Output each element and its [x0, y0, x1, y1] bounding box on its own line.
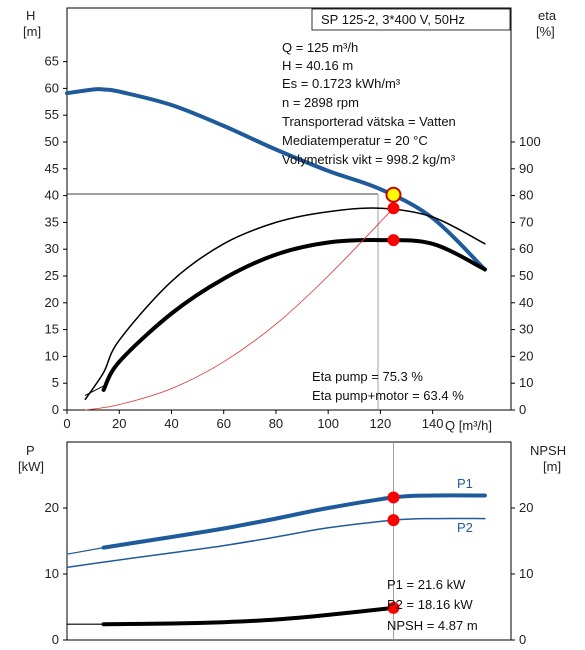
y-right-tick-label: 10 [519, 375, 533, 390]
info-temperature: Mediatemperatur = 20 °C [282, 133, 428, 148]
info-eta-pump: Eta pump = 75.3 % [312, 369, 423, 384]
bottom-axis-ticks: 0 10 20 0 10 20 [45, 442, 533, 647]
y-axis-label-eta: eta [538, 8, 557, 23]
y-axis-unit-power: [kW] [18, 459, 44, 474]
x-axis-label-q: Q [m³/h] [445, 418, 492, 433]
y-axis-unit-npsh: [m] [543, 459, 561, 474]
title-box [311, 8, 511, 31]
x-tick-label: 120 [370, 416, 392, 431]
power-tick-label: 0 [52, 632, 59, 647]
operating-point-marker [387, 202, 400, 215]
y-axis-label-head: H [26, 8, 35, 23]
y-right-tick-label: 0 [519, 402, 526, 417]
operating-point-marker [387, 601, 400, 614]
y-right-tick-label: 90 [519, 161, 533, 176]
top-series-group [65, 87, 487, 411]
head-efficiency-panel: SP 125-2, 3*400 V, 50Hz H [m] eta [%] Q … [23, 7, 557, 433]
x-tick-label: 20 [112, 416, 126, 431]
y-axis-unit-eta: [%] [536, 24, 555, 39]
duty-point-marker [385, 186, 402, 203]
top-plot-frame [66, 7, 512, 411]
y-tick-label: 65 [45, 54, 59, 69]
operating-point-marker [387, 491, 400, 504]
duty-info-block: Q = 125 m³/h H = 40.16 m Es = 0.1723 kWh… [282, 40, 456, 167]
y-right-tick-label: 60 [519, 241, 533, 256]
y-right-tick-label: 70 [519, 214, 533, 229]
y-tick-label: 30 [45, 241, 59, 256]
top-series-line-3 [101, 238, 487, 392]
info-npsh: NPSH = 4.87 m [387, 618, 478, 633]
top-series-line-2 [84, 207, 486, 401]
y-tick-label: 0 [52, 402, 59, 417]
npsh-tick-label: 20 [519, 500, 533, 515]
x-tick-label: 0 [63, 416, 70, 431]
series-label-p2: P2 [457, 520, 473, 535]
x-tick-label: 140 [422, 416, 444, 431]
y-axis-label-npsh: NPSH [530, 443, 566, 458]
y-right-tick-label: 100 [519, 134, 541, 149]
chart-title: SP 125-2, 3*400 V, 50Hz [321, 12, 465, 27]
y-right-tick-label: 80 [519, 188, 533, 203]
power-npsh-panel: P [kW] NPSH [m] 0 10 20 0 10 20 P1 P2 P1 = 21… [18, 441, 566, 647]
bottom-plot-frame [66, 441, 512, 641]
bottom-series-line-0 [101, 493, 487, 550]
bottom-series-line-1 [66, 547, 105, 555]
y-right-tick-label: 30 [519, 322, 533, 337]
y-right-tick-label: 50 [519, 268, 533, 283]
y-tick-label: 15 [45, 322, 59, 337]
y-right-tick-label: 40 [519, 295, 533, 310]
info-h: H = 40.16 m [282, 58, 353, 73]
x-tick-label: 40 [164, 416, 178, 431]
info-density: Volymetrisk vikt = 998.2 kg/m³ [282, 152, 456, 167]
info-eta-pump-motor: Eta pump+motor = 63.4 % [312, 388, 464, 403]
y-tick-label: 60 [45, 80, 59, 95]
y-tick-label: 35 [45, 214, 59, 229]
power-info-block: P1 = 21.6 kW P2 = 18.16 kW NPSH = 4.87 m [387, 577, 478, 633]
power-tick-label: 20 [45, 500, 59, 515]
info-p2: P2 = 18.16 kW [387, 597, 473, 612]
y-tick-label: 45 [45, 161, 59, 176]
top-series-line-4 [84, 385, 105, 396]
y-tick-label: 5 [52, 375, 59, 390]
x-tick-label: 60 [216, 416, 230, 431]
npsh-tick-label: 0 [519, 632, 526, 647]
info-es: Es = 0.1723 kWh/m³ [282, 76, 401, 91]
series-label-p1: P1 [457, 476, 473, 491]
eta-info-block: Eta pump = 75.3 % Eta pump+motor = 63.4 … [312, 369, 464, 403]
top-series-line-5 [84, 207, 394, 411]
bottom-series-line-2 [66, 517, 486, 569]
top-series-line-1 [66, 88, 94, 95]
y-tick-label: 50 [45, 134, 59, 149]
power-tick-label: 10 [45, 566, 59, 581]
top-axis-ticks: 0 20 40 60 80 100 120 1400510152025303540455055… [45, 54, 541, 431]
bottom-series-line-3 [101, 605, 396, 627]
bottom-markers-group [387, 491, 400, 614]
x-tick-label: 80 [269, 416, 283, 431]
npsh-tick-label: 10 [519, 566, 533, 581]
y-tick-label: 25 [45, 268, 59, 283]
y-axis-unit-head: [m] [23, 24, 41, 39]
y-tick-label: 20 [45, 295, 59, 310]
operating-point-marker [387, 514, 400, 527]
top-series-line-0 [65, 87, 487, 272]
y-axis-label-power: P [26, 443, 35, 458]
y-tick-label: 40 [45, 188, 59, 203]
x-tick-label: 100 [317, 416, 339, 431]
info-q: Q = 125 m³/h [282, 40, 358, 55]
info-p1: P1 = 21.6 kW [387, 577, 466, 592]
info-n: n = 2898 rpm [282, 95, 359, 110]
top-markers-group [385, 186, 402, 247]
y-right-tick-label: 20 [519, 348, 533, 363]
operating-point-marker [387, 234, 400, 247]
info-liquid: Transporterad vätska = Vatten [282, 114, 456, 129]
y-tick-label: 55 [45, 107, 59, 122]
bottom-series-group [66, 493, 487, 627]
y-tick-label: 10 [45, 348, 59, 363]
